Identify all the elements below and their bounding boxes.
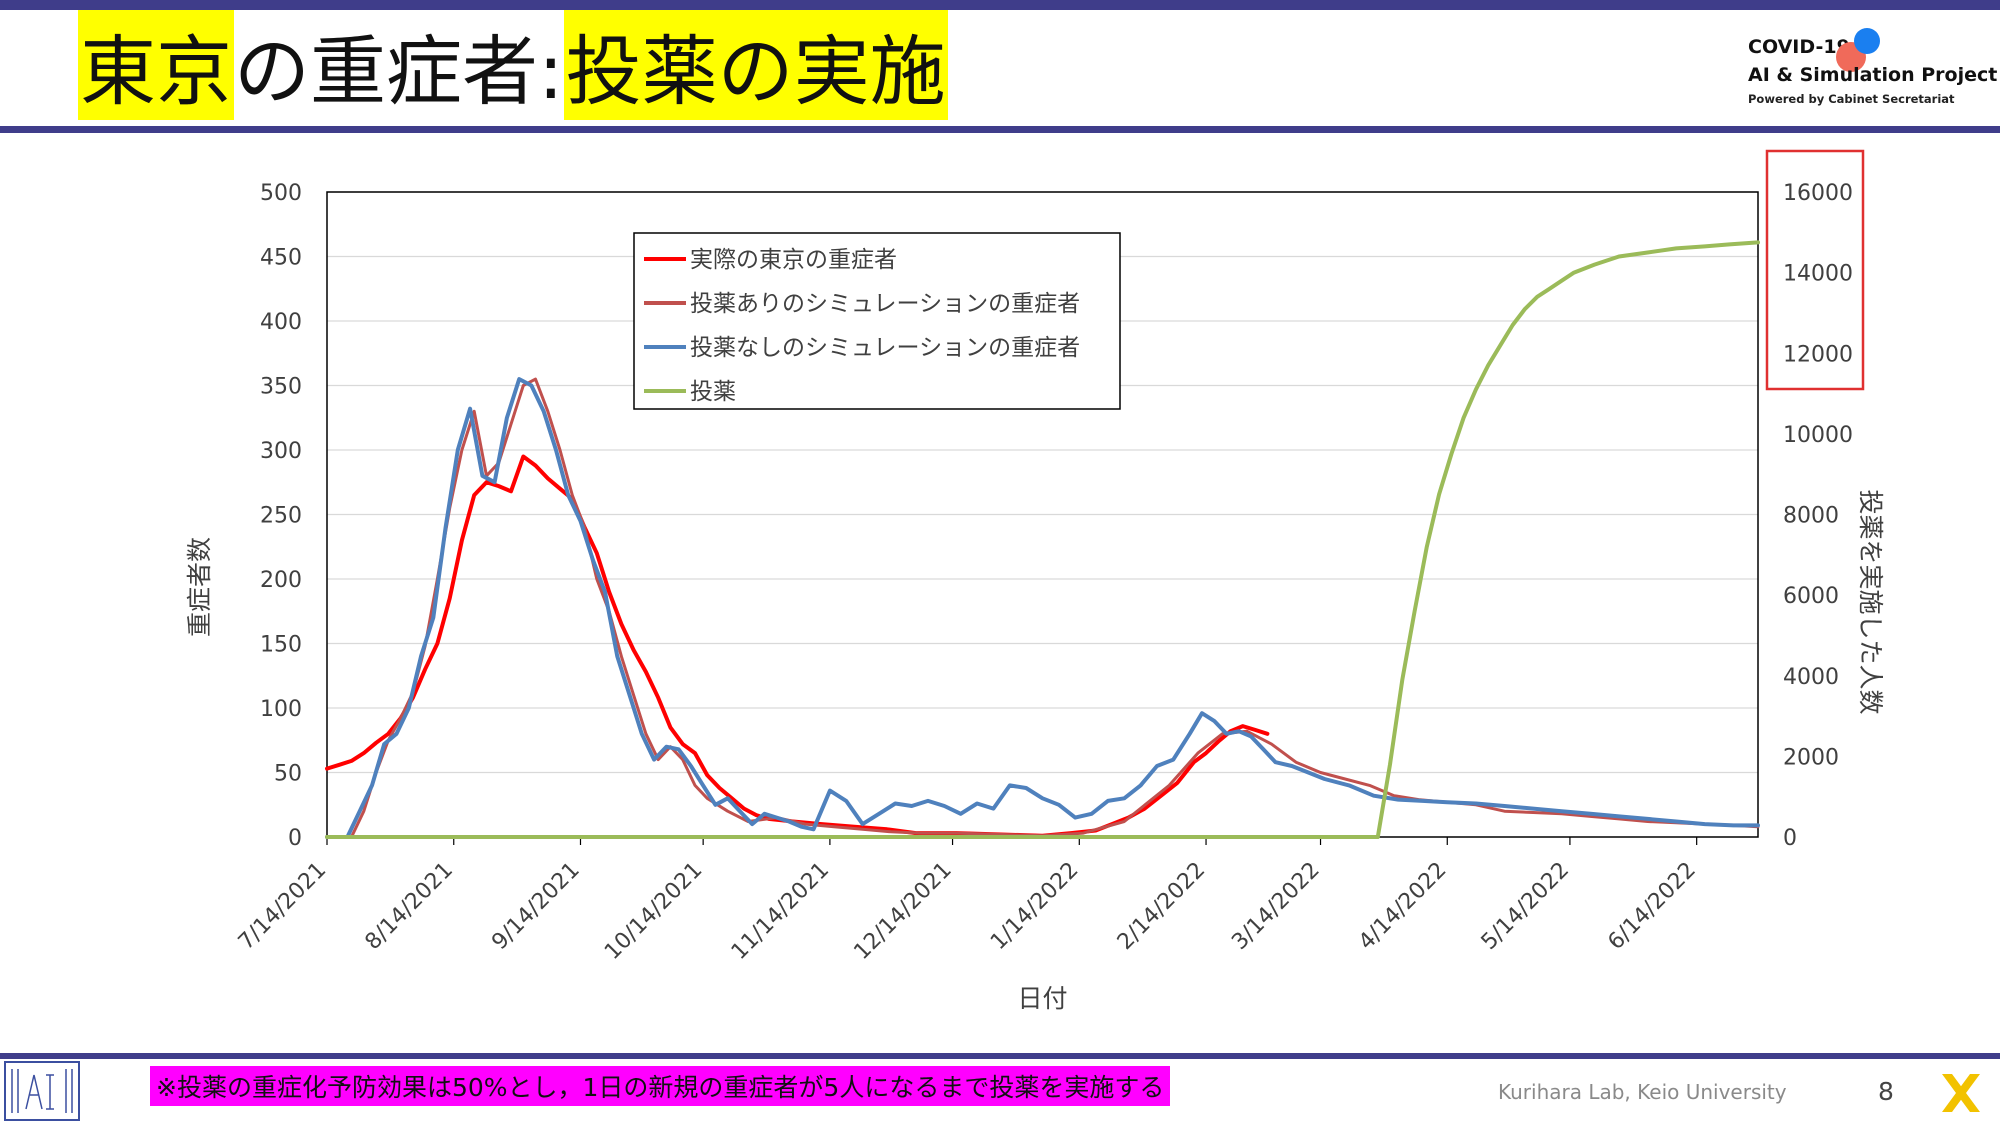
x-tick-label: 1/14/2022	[986, 858, 1083, 955]
top-accent-bar	[0, 0, 2000, 10]
logo-line-2: AI & Simulation Project	[1748, 64, 1998, 86]
x-tick-label: 9/14/2021	[487, 858, 584, 955]
title-divider	[0, 126, 2000, 133]
lab-logo-icon	[4, 1061, 80, 1121]
y-tick-label: 100	[260, 697, 302, 722]
y2-tick-label: 14000	[1783, 262, 1853, 287]
y-tick-label: 450	[260, 246, 302, 271]
y2-tick-label: 6000	[1783, 584, 1839, 609]
y2-axis-title: 投薬を実施した人数	[1856, 489, 1885, 714]
y-tick-label: 250	[260, 504, 302, 529]
x-tick-label: 2/14/2022	[1113, 858, 1210, 955]
x-tick-label: 12/14/2021	[849, 858, 956, 965]
y-tick-label: 350	[260, 375, 302, 400]
legend-label: 投薬	[690, 379, 736, 405]
series-line	[325, 377, 1760, 839]
x-tick-label: 8/14/2021	[361, 858, 458, 955]
y-tick-label: 50	[274, 762, 302, 787]
footer-divider	[0, 1053, 2000, 1059]
legend-label: 投薬ありのシミュレーションの重症者	[690, 291, 1080, 317]
right-axis-highlight-box	[1765, 149, 1865, 391]
x-tick-label: 3/14/2022	[1227, 858, 1324, 955]
lab-credit: Kurihara Lab, Keio University	[1498, 1080, 1787, 1104]
y2-tick-label: 12000	[1783, 342, 1853, 367]
series-line	[325, 240, 1760, 839]
title-middle: の重症者:	[234, 27, 564, 116]
logo-blue-dot-icon	[1854, 28, 1880, 54]
y-axis-title: 重症者数	[185, 537, 214, 637]
legend-label: 実際の東京の重症者	[690, 247, 897, 273]
y2-tick-label: 4000	[1783, 665, 1839, 690]
x-tick-label: 10/14/2021	[600, 858, 707, 965]
y-tick-label: 500	[260, 181, 302, 206]
x-tick-label: 7/14/2021	[234, 858, 331, 955]
logo-line-1: COVID-19	[1748, 36, 1850, 58]
footnote-assumption: ※投薬の重症化予防効果は50%とし，1日の新規の重症者が5人になるまで投薬を実施…	[150, 1066, 1171, 1106]
line-chart: 0 50 100 150 200 250 300 350 400 450 500 0 2000 4000 6…	[185, 149, 1885, 1013]
legend-label: 投薬なしのシミュレーションの重症者	[690, 335, 1080, 361]
logo-line-3: Powered by Cabinet Secretariat	[1748, 92, 1955, 106]
y-tick-label: 150	[260, 633, 302, 658]
y2-tick-label: 8000	[1783, 504, 1839, 529]
series-line	[350, 377, 1760, 839]
x-axis-title: 日付	[1017, 984, 1067, 1013]
y-tick-label: 0	[288, 826, 302, 851]
x-tick-label: 5/14/2022	[1477, 858, 1574, 955]
title-highlight-tokyo: 東京	[78, 10, 234, 120]
y2-tick-label: 10000	[1783, 423, 1853, 448]
y2-tick-label: 2000	[1783, 745, 1839, 770]
y-tick-label: 300	[260, 439, 302, 464]
keio-x-logo-icon	[1942, 1074, 1980, 1112]
legend-box	[633, 232, 1121, 410]
x-tick-label: 6/14/2022	[1603, 858, 1700, 955]
x-tick-label: 11/14/2021	[727, 858, 834, 965]
y2-tick-label: 16000	[1783, 181, 1853, 206]
page-number: 8	[1878, 1077, 1894, 1106]
slide-title: 東京 の重症者: 投薬の実施	[78, 10, 948, 120]
title-highlight-drug: 投薬の実施	[563, 10, 948, 120]
y2-tick-label: 0	[1783, 826, 1797, 851]
x-tick-label: 4/14/2022	[1354, 858, 1451, 955]
y-tick-label: 200	[260, 568, 302, 593]
covid-ai-project-logo: COVID-19 AI & Simulation Project Powered…	[1748, 28, 1997, 118]
series-line	[325, 454, 1270, 838]
y-tick-label: 400	[260, 310, 302, 335]
